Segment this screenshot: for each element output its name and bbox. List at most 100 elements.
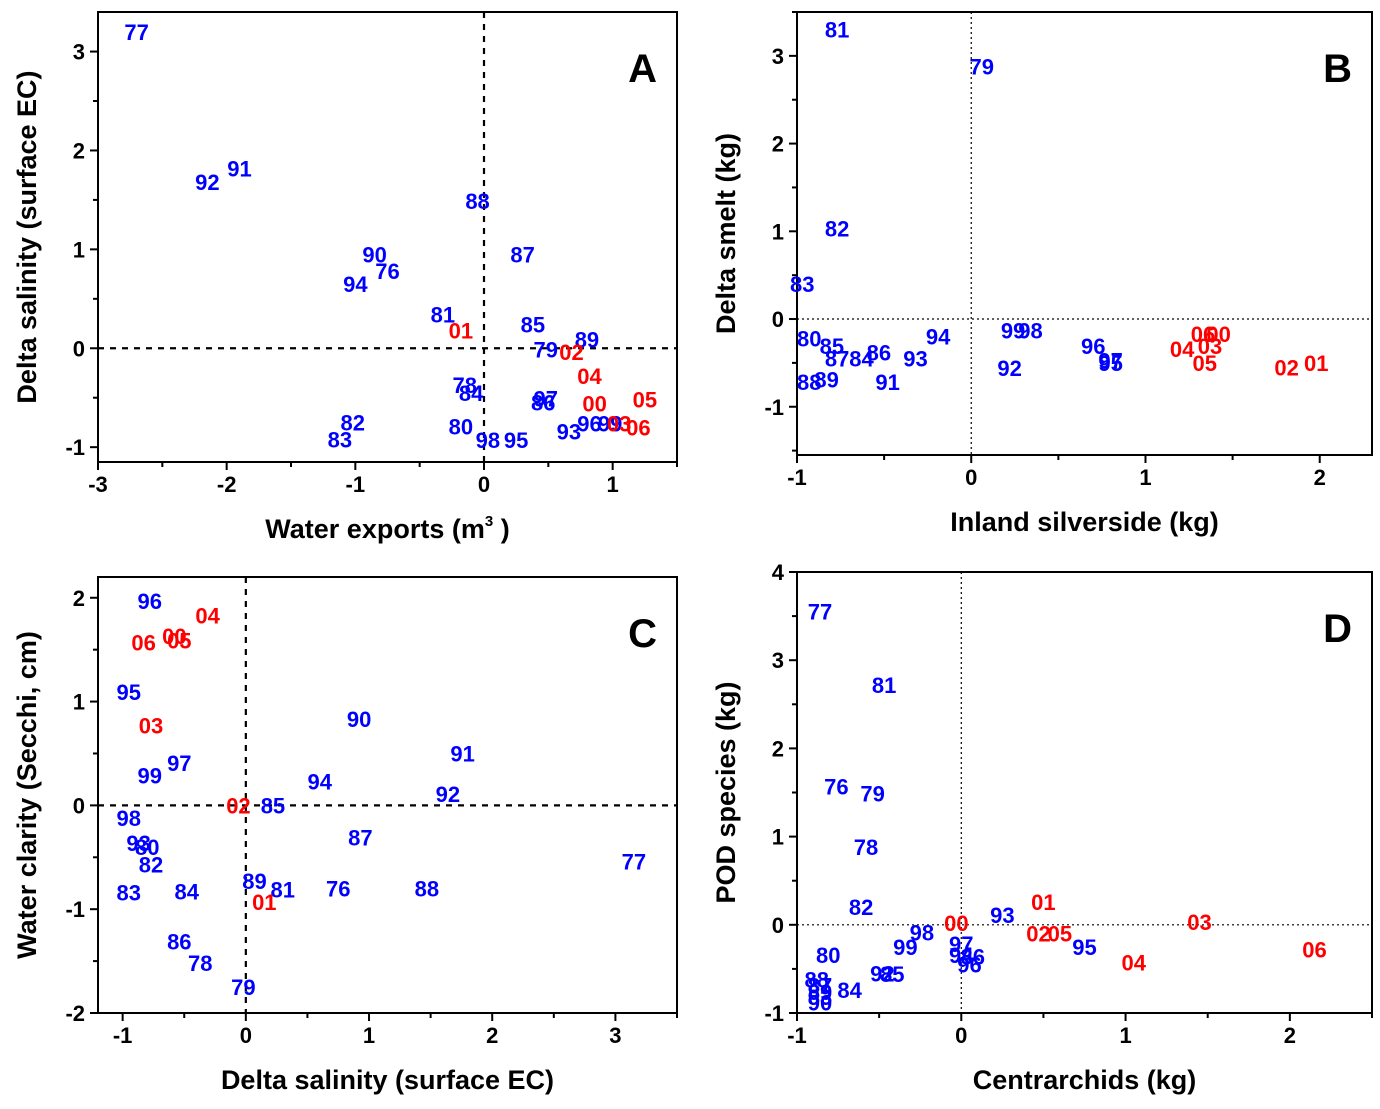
data-point-label-c: 77	[622, 849, 646, 874]
data-point-label-a: 05	[633, 388, 657, 413]
data-point-label-c: 83	[117, 881, 141, 906]
data-point-label-c: 88	[415, 876, 439, 901]
data-point-label-a: 87	[510, 242, 534, 267]
data-point-label-a: 97	[534, 387, 558, 412]
data-point-label-c: 06	[131, 630, 155, 655]
data-point-label-c: 96	[137, 589, 161, 614]
data-point-label-d: 81	[872, 673, 896, 698]
data-point-label-d: 88	[804, 967, 828, 992]
x-tick-label-d: -1	[787, 1023, 807, 1048]
data-point-label-d: 87	[808, 974, 832, 999]
data-point-label-d: 86	[961, 945, 985, 970]
data-point-label-b: 02	[1274, 355, 1298, 380]
data-point-label-b: 92	[997, 356, 1021, 381]
data-point-label-a: 96	[577, 411, 601, 436]
data-point-label-a: 86	[531, 391, 555, 416]
y-tick-label-d: -1	[764, 1001, 784, 1026]
data-point-label-c: 90	[347, 707, 371, 732]
panel-letter-b: B	[1323, 47, 1352, 91]
data-point-label-d: 94	[949, 943, 974, 968]
data-point-label-d: 96	[957, 952, 981, 977]
data-point-label-d: 05	[1048, 922, 1072, 947]
data-point-label-d: 98	[910, 921, 934, 946]
data-point-label-a: 04	[577, 364, 602, 389]
data-point-label-a: 00	[582, 392, 606, 417]
y-tick-label-c: -2	[65, 1001, 85, 1026]
data-point-label-b: 83	[790, 272, 814, 297]
data-point-label-b: 81	[825, 18, 849, 43]
data-point-label-b: 97	[1098, 348, 1122, 373]
data-point-label-d: 79	[860, 781, 884, 806]
data-point-label-a: 92	[195, 170, 219, 195]
data-point-label-d: 92	[870, 961, 894, 986]
data-point-label-c: 04	[195, 603, 220, 628]
data-point-label-a: 93	[557, 419, 581, 444]
data-point-label-d: 95	[1072, 935, 1096, 960]
x-tick-label-a: 1	[607, 472, 619, 497]
data-point-label-a: 78	[452, 373, 476, 398]
data-point-label-a: 76	[375, 259, 399, 284]
data-point-label-b: 85	[820, 334, 844, 359]
data-point-label-b: 93	[903, 347, 927, 372]
x-axis-label-d: Centrarchids (kg)	[973, 1065, 1197, 1095]
data-point-label-c: 99	[137, 763, 161, 788]
x-tick-label-b: 0	[965, 465, 977, 490]
data-point-label-d: 02	[1026, 922, 1050, 947]
x-tick-label-d: 2	[1284, 1023, 1296, 1048]
data-point-label-a: 01	[449, 318, 473, 343]
y-tick-label-c: 1	[73, 690, 85, 715]
data-point-label-a: 02	[559, 340, 583, 365]
data-point-label-c: 84	[174, 880, 199, 905]
data-point-label-c: 82	[139, 853, 163, 878]
x-tick-label-c: 2	[486, 1023, 498, 1048]
data-point-label-b: 88	[797, 370, 821, 395]
y-axis-label-a: Delta salinity (surface EC)	[12, 70, 42, 403]
plot-frame-b	[796, 11, 1373, 456]
data-point-label-c: 98	[117, 806, 141, 831]
data-point-label-c: 92	[436, 782, 460, 807]
data-point-label-b: 80	[797, 326, 821, 351]
data-point-label-b: 91	[875, 370, 899, 395]
data-point-label-b: 06	[1191, 322, 1215, 347]
x-axis-label-superscript-a: 3	[485, 513, 493, 530]
x-axis-label-c: Delta salinity (surface EC)	[221, 1065, 554, 1095]
x-tick-label-c: 1	[363, 1023, 375, 1048]
data-point-label-a: 80	[449, 414, 473, 439]
data-point-label-c: 76	[326, 876, 350, 901]
data-point-label-b: 01	[1304, 351, 1328, 376]
y-axis-label-b: Delta smelt (kg)	[711, 133, 741, 334]
data-point-label-b: 89	[814, 368, 838, 393]
data-point-label-b: 98	[1018, 318, 1042, 343]
data-point-label-d: 83	[808, 985, 832, 1010]
data-point-label-b: 00	[1206, 322, 1230, 347]
data-point-label-a: 06	[626, 415, 650, 440]
panel-letter-c: C	[628, 612, 657, 656]
data-point-label-c: 81	[271, 877, 295, 902]
data-point-label-c: 97	[167, 751, 191, 776]
data-point-label-b: 82	[825, 217, 849, 242]
data-point-label-a: 81	[431, 303, 455, 328]
data-point-label-b: 96	[1081, 334, 1105, 359]
data-point-label-a: 98	[476, 428, 500, 453]
data-point-label-b: 94	[926, 325, 951, 350]
data-point-label-a: 88	[465, 189, 489, 214]
y-tick-label-b: 1	[772, 219, 784, 244]
x-tick-label-d: 1	[1119, 1023, 1131, 1048]
data-point-label-a: 89	[575, 327, 599, 352]
data-point-label-d: 78	[854, 835, 878, 860]
data-point-label-c: 03	[139, 713, 163, 738]
data-point-label-a: 79	[534, 337, 558, 362]
x-tick-label-d: 0	[955, 1023, 967, 1048]
data-point-label-d: 82	[849, 895, 873, 920]
x-tick-label-b: -1	[787, 465, 807, 490]
data-point-label-d: 00	[944, 911, 968, 936]
y-tick-label-a: -1	[65, 435, 85, 460]
data-point-label-d: 85	[880, 962, 904, 987]
data-point-label-d: 90	[808, 990, 832, 1015]
data-point-label-d: 93	[990, 903, 1014, 928]
data-point-label-a: 03	[607, 411, 631, 436]
data-point-label-c: 05	[167, 628, 191, 653]
data-point-label-d: 01	[1031, 890, 1055, 915]
